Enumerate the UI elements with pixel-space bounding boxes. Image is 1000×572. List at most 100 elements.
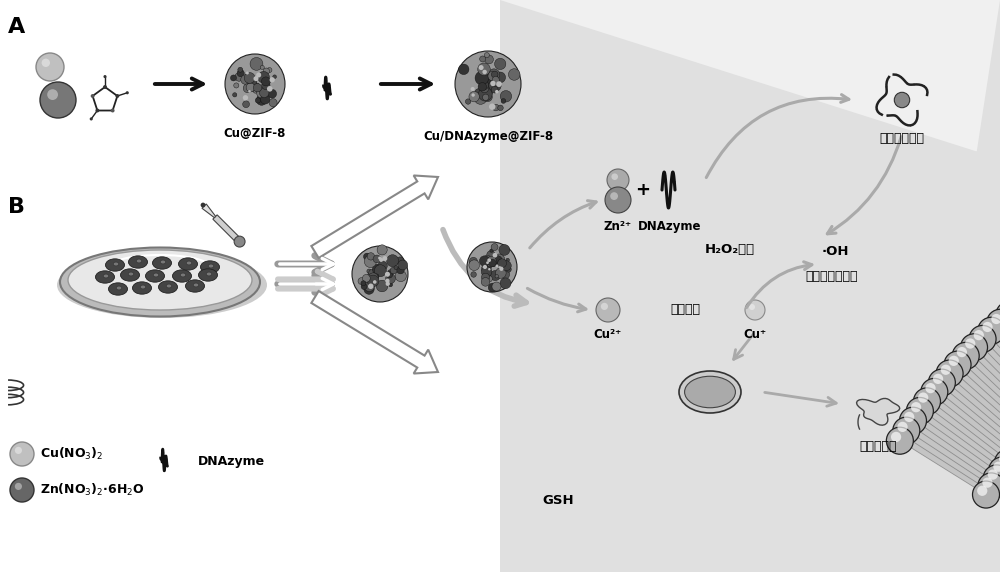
Circle shape [397,266,404,274]
Circle shape [246,72,249,74]
Circle shape [250,57,263,70]
Circle shape [481,277,490,286]
Circle shape [996,301,1000,328]
Circle shape [485,55,493,64]
Circle shape [508,69,520,80]
Polygon shape [909,228,1000,489]
Circle shape [328,86,330,88]
Circle shape [458,64,469,74]
Circle shape [480,91,488,99]
Circle shape [243,95,248,101]
Circle shape [923,85,925,87]
Circle shape [246,83,255,92]
Circle shape [378,261,387,271]
Circle shape [496,81,502,87]
Circle shape [514,74,518,78]
Circle shape [373,255,381,263]
Circle shape [474,92,487,104]
Circle shape [475,72,489,85]
Circle shape [367,274,372,279]
Circle shape [235,73,243,81]
Ellipse shape [57,252,267,318]
Circle shape [126,91,129,94]
Circle shape [388,283,393,287]
Text: Cu(NO$_3$)$_2$: Cu(NO$_3$)$_2$ [40,446,103,462]
Circle shape [263,68,270,74]
Circle shape [248,90,251,93]
Ellipse shape [153,273,159,277]
Circle shape [498,259,507,268]
Circle shape [498,105,503,110]
Circle shape [262,88,266,92]
Polygon shape [213,215,239,241]
Circle shape [961,334,988,361]
Circle shape [495,275,498,278]
Circle shape [506,267,511,272]
Circle shape [994,449,1000,476]
Circle shape [488,76,499,88]
Text: 化学动力学治疗: 化学动力学治疗 [805,271,858,284]
Circle shape [885,93,887,95]
Text: DNAzyme: DNAzyme [638,220,702,233]
Circle shape [230,75,237,81]
Circle shape [258,72,269,83]
Circle shape [952,343,979,370]
Circle shape [501,270,510,279]
Circle shape [329,92,331,93]
Circle shape [876,109,878,110]
Circle shape [490,259,497,267]
Circle shape [237,70,244,77]
Circle shape [928,369,955,396]
Circle shape [36,53,64,81]
Circle shape [916,118,918,120]
Circle shape [478,63,490,76]
Ellipse shape [128,256,148,268]
Circle shape [166,463,168,466]
Circle shape [10,478,34,502]
Circle shape [10,442,34,466]
Ellipse shape [128,272,134,276]
Circle shape [103,85,107,89]
Circle shape [373,280,377,284]
Text: 基因沉默治疗: 基因沉默治疗 [880,132,924,145]
Circle shape [899,407,926,434]
Circle shape [261,77,270,86]
Ellipse shape [173,270,192,282]
Circle shape [234,83,239,88]
Circle shape [893,417,920,444]
Circle shape [491,71,498,78]
Circle shape [364,284,374,294]
Circle shape [978,317,1000,344]
Circle shape [482,70,487,74]
Circle shape [936,360,963,387]
Circle shape [965,339,975,349]
Circle shape [941,364,951,375]
Circle shape [469,257,477,265]
Circle shape [989,457,1000,484]
Circle shape [257,88,267,98]
Circle shape [238,67,243,72]
Circle shape [672,171,674,173]
Circle shape [978,473,1000,500]
Circle shape [244,73,255,84]
Circle shape [469,92,479,102]
Circle shape [662,173,665,175]
Circle shape [326,98,328,100]
Circle shape [982,322,993,332]
Circle shape [492,104,499,111]
Circle shape [987,309,1000,336]
Circle shape [358,277,365,285]
Circle shape [483,93,492,102]
Circle shape [969,325,996,352]
Circle shape [164,458,166,460]
Ellipse shape [152,257,172,269]
Circle shape [475,89,482,96]
Circle shape [673,181,675,183]
Circle shape [486,276,492,282]
Circle shape [386,281,390,286]
Circle shape [611,173,618,180]
Circle shape [879,100,881,101]
Circle shape [483,265,487,269]
Circle shape [385,272,390,277]
Circle shape [471,272,476,277]
